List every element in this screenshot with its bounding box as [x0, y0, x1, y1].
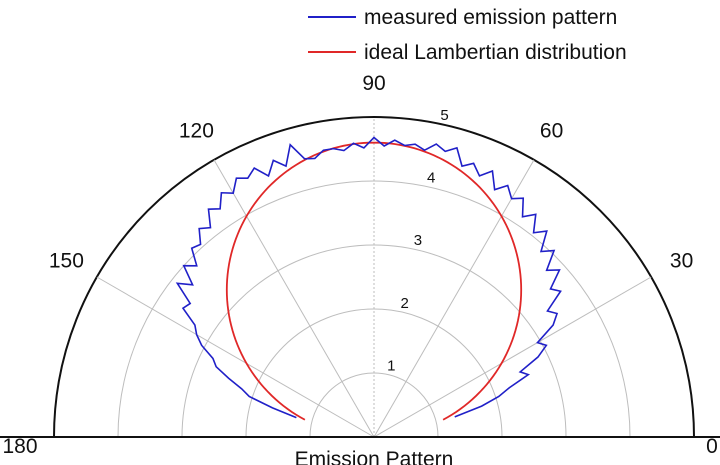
angle-tick-label: 180 — [2, 435, 37, 458]
legend-label-measured: measured emission pattern — [364, 6, 617, 29]
legend-label-ideal: ideal Lambertian distribution — [364, 41, 627, 64]
grid-ring — [117, 180, 631, 438]
grid-ring — [309, 372, 439, 438]
grid-spoke — [373, 159, 535, 438]
angle-tick-label: 90 — [362, 72, 385, 95]
angle-tick-label: 0 — [706, 435, 718, 458]
grid-spoke — [213, 159, 375, 438]
radial-tick-label: 2 — [400, 295, 408, 312]
angle-tick-label: 120 — [179, 119, 214, 142]
grid-spoke — [96, 276, 375, 438]
outer-ring — [53, 116, 695, 438]
radial-tick-label: 3 — [414, 232, 422, 249]
grid-ring — [245, 308, 503, 438]
radial-tick-label: 4 — [427, 170, 435, 187]
legend: measured emission pattern ideal Lamberti… — [308, 6, 627, 64]
grid-spoke — [373, 276, 652, 438]
radial-tick-label: 1 — [387, 357, 395, 374]
angle-tick-label: 60 — [540, 119, 563, 142]
polar-grid — [0, 116, 720, 438]
chart-title: Emission Pattern — [295, 448, 454, 465]
ideal-lambertian-line — [225, 141, 523, 421]
series-layer — [175, 136, 562, 421]
measured-emission-line — [175, 136, 562, 419]
angle-tick-label: 150 — [49, 249, 84, 272]
angle-tick-label: 30 — [670, 249, 693, 272]
tick-labels: 0 30 60 90 120 150 180 1 2 3 4 5 — [2, 72, 717, 458]
radial-tick-label: 5 — [440, 107, 448, 124]
